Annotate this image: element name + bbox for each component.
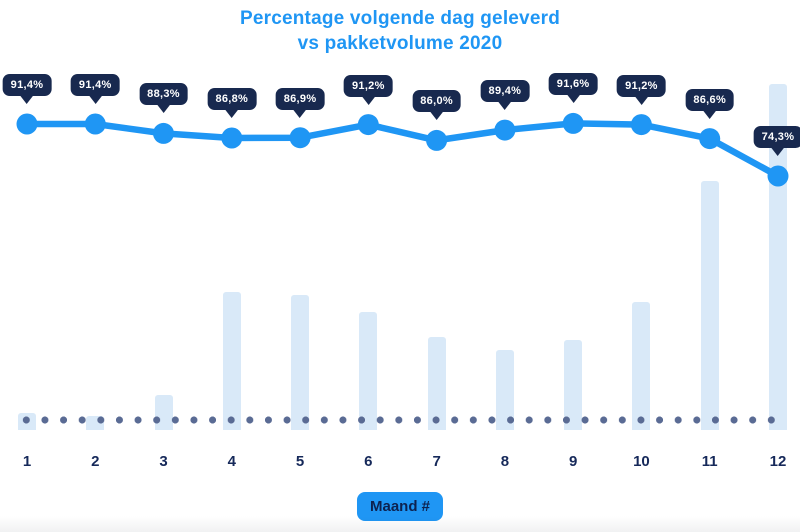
volume-bar-month-10: [632, 301, 651, 430]
x-axis-label-month-4: 4: [227, 453, 236, 470]
x-axis-label-month-11: 11: [701, 453, 718, 470]
x-axis-label-month-7: 7: [432, 453, 441, 470]
volume-bar-month-5: [291, 295, 310, 430]
percentage-points-group: [16, 112, 789, 187]
percentage-badge-month-6: 91,2%: [343, 74, 393, 97]
percentage-badge-month-12: 74,3%: [753, 125, 800, 148]
line-point-month-4: [221, 127, 243, 149]
line-point-month-10: [630, 114, 652, 136]
percentage-badge-month-4: 86,8%: [207, 87, 257, 110]
x-axis-title-badge: Maand #: [356, 492, 444, 521]
line-point-month-9: [562, 112, 584, 134]
x-axis-label-month-3: 3: [159, 453, 168, 470]
volume-bar-month-6: [359, 312, 378, 430]
x-axis-label-month-6: 6: [364, 453, 373, 470]
x-axis-label-month-5: 5: [295, 453, 305, 470]
percentage-badge-month-3: 88,3%: [139, 83, 188, 106]
x-axis-label-month-1: 1: [22, 453, 32, 470]
percentage-badge-month-1: 91,4%: [2, 74, 52, 96]
chart-title-line1: Percentage volgende dag geleverd: [239, 8, 560, 29]
chart-title-line2: vs pakketvolume 2020: [297, 33, 503, 54]
volume-bar-month-9: [564, 340, 583, 430]
line-point-month-3: [153, 122, 174, 144]
line-point-month-1: [16, 113, 38, 135]
line-point-month-8: [494, 119, 516, 141]
line-point-month-11: [699, 128, 721, 150]
x-axis-label-month-9: 9: [568, 453, 578, 470]
volume-bar-month-11: [700, 180, 719, 430]
x-axis-label-month-12: 12: [769, 453, 787, 470]
x-axis-label-month-10: 10: [633, 453, 650, 470]
line-point-month-7: [426, 129, 448, 151]
percentage-badge-month-9: 91,6%: [548, 73, 598, 96]
x-axis-label-month-2: 2: [91, 453, 100, 470]
volume-bar-month-8: [495, 350, 514, 430]
percentage-badge-month-5: 86,9%: [275, 87, 325, 110]
percentage-badge-month-8: 89,4%: [480, 80, 530, 103]
percentage-badge-month-2: 91,4%: [70, 74, 120, 96]
line-point-month-2: [84, 113, 106, 135]
percentage-line: [23, 120, 782, 180]
x-axis-label-month-8: 8: [500, 453, 510, 470]
chart-title: Percentage volgende dag geleverd vs pakk…: [0, 6, 800, 56]
volume-bar-month-7: [427, 336, 446, 430]
dotted-baseline: [17, 416, 780, 424]
volume-bar-month-4: [222, 291, 241, 430]
percentage-badge-month-10: 91,2%: [617, 74, 666, 97]
percentage-badge-month-7: 86,0%: [412, 90, 461, 113]
percentage-badge-month-11: 86,6%: [685, 88, 735, 111]
line-point-month-5: [289, 127, 311, 149]
volume-bar-month-3: [154, 395, 173, 430]
line-point-month-6: [357, 114, 379, 136]
